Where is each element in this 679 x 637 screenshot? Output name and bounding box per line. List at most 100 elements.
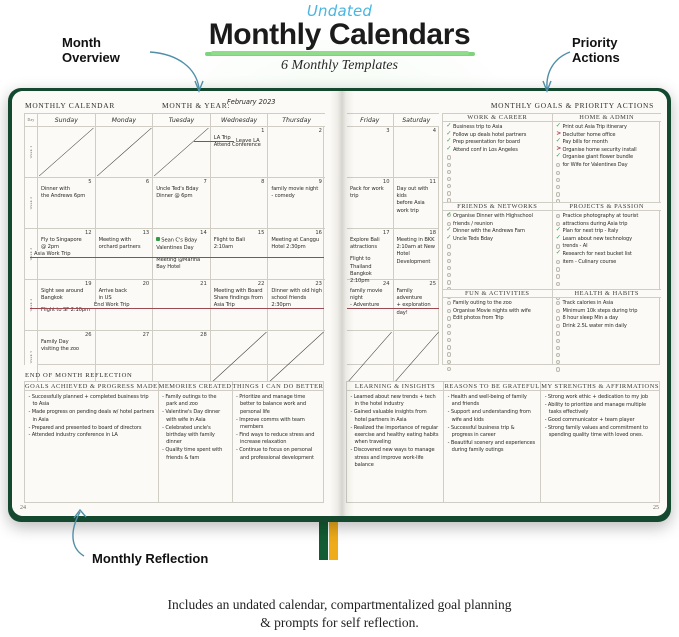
goals-priority-actions-table[interactable]: Work & Career ✓ Business trip to Asia ✓ Foll… bbox=[442, 113, 661, 372]
calendar-cell[interactable]: 2 bbox=[268, 127, 325, 177]
calendar-cell[interactable]: 9 family movie night - comedy bbox=[268, 178, 325, 228]
goal-item[interactable] bbox=[446, 190, 549, 197]
checkbox-empty-icon[interactable] bbox=[556, 191, 563, 198]
checkbox-empty-icon[interactable] bbox=[446, 307, 453, 314]
checkbox-empty-icon[interactable] bbox=[446, 300, 453, 307]
goal-item[interactable]: ✓ Print out Asia Trip itinerary bbox=[556, 122, 659, 132]
checkbox-empty-icon[interactable] bbox=[446, 190, 453, 197]
calendar-cell[interactable]: 18 Meeting in BKK 2:10am at New Hotel Dev… bbox=[394, 229, 440, 279]
checkbox-checked-icon[interactable]: ✓ bbox=[556, 137, 563, 146]
checkbox-empty-icon[interactable] bbox=[556, 330, 563, 337]
goal-item[interactable] bbox=[556, 359, 659, 366]
checkbox-empty-icon[interactable] bbox=[446, 168, 453, 175]
checkbox-checked-icon[interactable]: ✓ bbox=[446, 145, 453, 153]
checkbox-empty-icon[interactable] bbox=[556, 258, 563, 265]
checkbox-empty-icon[interactable] bbox=[556, 162, 563, 169]
checkbox-empty-icon[interactable] bbox=[556, 273, 563, 280]
goal-item[interactable] bbox=[556, 273, 659, 280]
checkbox-checked-icon[interactable]: ✓ bbox=[446, 211, 453, 220]
goal-item[interactable] bbox=[556, 191, 659, 198]
checkbox-checked-icon[interactable]: ✓ bbox=[556, 122, 563, 131]
goal-item[interactable] bbox=[446, 168, 549, 175]
checkbox-empty-icon[interactable] bbox=[556, 352, 563, 359]
checkbox-empty-icon[interactable] bbox=[556, 322, 563, 329]
goal-item[interactable]: ✓ Prep presentation for board bbox=[446, 137, 549, 147]
checkbox-empty-icon[interactable] bbox=[446, 322, 453, 329]
calendar-cell[interactable] bbox=[96, 127, 154, 177]
calendar-cell[interactable] bbox=[347, 331, 394, 383]
checkbox-empty-icon[interactable] bbox=[556, 359, 563, 366]
reflection-column-body[interactable]: - Successfully planned + completed busin… bbox=[25, 391, 158, 502]
reflection-column-body[interactable]: - Strong work ethic + dedication to my j… bbox=[541, 391, 659, 502]
goal-item[interactable] bbox=[446, 344, 549, 351]
checkbox-empty-icon[interactable] bbox=[446, 265, 453, 272]
checkbox-checked-icon[interactable]: ✓ bbox=[556, 153, 563, 161]
checkbox-empty-icon[interactable] bbox=[556, 280, 563, 287]
checkbox-checked-icon[interactable]: ✓ bbox=[446, 137, 453, 146]
checkbox-empty-icon[interactable] bbox=[446, 161, 453, 168]
goal-item[interactable]: ✓ Learn about new technology bbox=[556, 234, 659, 243]
checkbox-empty-icon[interactable] bbox=[556, 220, 563, 227]
calendar-grid-left[interactable]: Day Sunday Monday Tuesday Wednesday Thur… bbox=[24, 113, 325, 383]
calendar-cell[interactable]: 17 Explore Bali attractions Flight to Thai… bbox=[347, 229, 394, 284]
goal-item[interactable] bbox=[556, 352, 659, 359]
checkbox-empty-icon[interactable] bbox=[446, 154, 453, 161]
checkbox-empty-icon[interactable] bbox=[446, 344, 453, 351]
reflection-column-body[interactable]: - Learned about new trends + tech in the… bbox=[347, 391, 443, 502]
calendar-cell[interactable] bbox=[153, 127, 211, 177]
calendar-cell[interactable] bbox=[211, 331, 269, 383]
goal-item[interactable]: > Declutter home office bbox=[556, 130, 659, 139]
checkbox-empty-icon[interactable] bbox=[446, 250, 453, 257]
calendar-cell[interactable]: 1 LA Trip Attend Conference bbox=[211, 127, 269, 177]
calendar-cell[interactable]: 15 Flight to Bali 2:10am bbox=[211, 229, 269, 279]
calendar-cell[interactable]: 3 bbox=[347, 127, 394, 177]
goal-item[interactable] bbox=[556, 169, 659, 176]
calendar-cell[interactable]: 10 Pack for work trip bbox=[347, 178, 394, 228]
goal-item[interactable] bbox=[446, 257, 549, 264]
calendar-cell[interactable]: 4 bbox=[394, 127, 440, 177]
goal-item[interactable] bbox=[446, 250, 549, 257]
goal-item[interactable]: ✓ Organise giant flower bundle bbox=[556, 153, 659, 162]
goal-item[interactable] bbox=[446, 272, 549, 279]
goal-item[interactable]: > Organise home security install bbox=[556, 145, 659, 154]
calendar-cell[interactable]: 6 bbox=[96, 178, 154, 228]
goal-item[interactable]: trends - AI bbox=[556, 243, 659, 251]
goal-item[interactable] bbox=[556, 266, 659, 273]
calendar-cell[interactable] bbox=[394, 331, 440, 383]
goal-item[interactable] bbox=[446, 161, 549, 168]
checkbox-checked-icon[interactable]: ✓ bbox=[446, 226, 453, 235]
calendar-cell[interactable] bbox=[268, 331, 325, 383]
calendar-cell[interactable]: 28 bbox=[153, 331, 211, 383]
checkbox-empty-icon[interactable] bbox=[446, 272, 453, 279]
goal-item[interactable]: 8 hour sleep Min a day bbox=[556, 315, 659, 323]
goal-item[interactable]: ✓ Plan for next trip - Italy bbox=[556, 226, 659, 236]
calendar-cell[interactable]: 26 Family Day visiting the zoo bbox=[38, 331, 96, 383]
checkbox-empty-icon[interactable] bbox=[556, 307, 563, 314]
goal-item[interactable] bbox=[556, 184, 659, 191]
checkbox-empty-icon[interactable] bbox=[556, 315, 563, 322]
checkbox-checked-icon[interactable]: ✓ bbox=[556, 226, 563, 235]
goal-item[interactable]: ✓ Pay bills for month bbox=[556, 137, 659, 147]
checkbox-deferred-icon[interactable]: > bbox=[556, 145, 563, 153]
reflection-table-left[interactable]: Goals Achieved & Progress Made - Successf… bbox=[24, 381, 324, 503]
goal-item[interactable]: ✓ Organise Dinner with Highschool bbox=[446, 211, 549, 221]
calendar-cell[interactable]: 27 bbox=[96, 331, 154, 383]
calendar-cell[interactable]: 12 Fly to Singapore @ 2pm bbox=[38, 229, 96, 279]
month-year-value[interactable]: February 2023 bbox=[227, 98, 276, 106]
checkbox-empty-icon[interactable] bbox=[446, 243, 453, 250]
calendar-cell[interactable]: 22 Meeting with Board Share findings from… bbox=[211, 280, 269, 330]
calendar-cell[interactable]: 14 Sean C's Bday Valentines Day Meeting @M… bbox=[153, 229, 211, 279]
goal-item[interactable] bbox=[446, 337, 549, 344]
goal-item[interactable]: Minimum 10k steps during trip bbox=[556, 307, 659, 315]
checkbox-empty-icon[interactable] bbox=[556, 184, 563, 191]
checkbox-checked-icon[interactable]: ✓ bbox=[556, 234, 563, 242]
goal-item[interactable]: ✓ Follow up deals hotel partners bbox=[446, 130, 549, 139]
checkbox-empty-icon[interactable] bbox=[446, 220, 453, 227]
checkbox-empty-icon[interactable] bbox=[446, 176, 453, 183]
goal-item[interactable]: attractions during Asia trip bbox=[556, 220, 659, 228]
checkbox-empty-icon[interactable] bbox=[556, 243, 563, 250]
checkbox-empty-icon[interactable] bbox=[556, 213, 563, 220]
goal-item[interactable] bbox=[446, 365, 549, 372]
checkbox-empty-icon[interactable] bbox=[446, 211, 453, 218]
goal-item[interactable] bbox=[446, 154, 549, 161]
